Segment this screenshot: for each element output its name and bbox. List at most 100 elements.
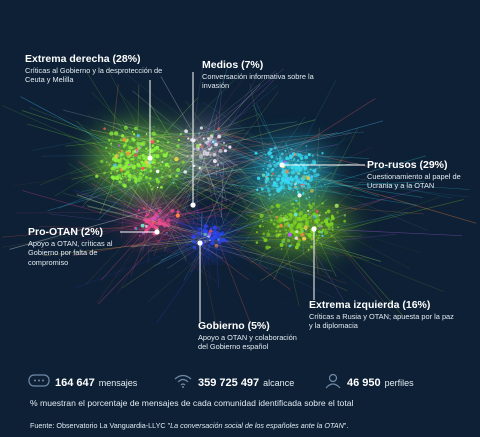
node-extrema-derecha: [152, 156, 155, 159]
node-pro-rusos: [306, 176, 310, 180]
node-extrema-izquierda: [326, 209, 331, 214]
node-extrema-derecha: [172, 181, 175, 184]
node-extrema-izquierda: [303, 213, 308, 218]
callout-description: Críticas a Rusia y OTAN; apuesta por la …: [309, 312, 454, 331]
node-extrema-derecha: [165, 152, 169, 156]
node-gobierno: [218, 228, 220, 230]
node-gobierno: [214, 243, 219, 248]
node-extrema-derecha: [153, 126, 155, 128]
node-pro-rusos: [283, 186, 285, 189]
network-edge: [62, 192, 132, 212]
node-pro-rusos: [272, 194, 275, 196]
node-extrema-derecha: [139, 172, 143, 176]
node-pro-rusos: [265, 176, 268, 178]
network-edge: [212, 131, 365, 142]
node-extrema-derecha: [155, 154, 160, 159]
node-pro-rusos: [267, 151, 272, 156]
node-pro-otan: [144, 214, 147, 217]
stat-value: 46 950: [347, 377, 381, 389]
node-extrema-izquierda: [315, 209, 319, 213]
network-edge: [171, 225, 188, 261]
node-extrema-izquierda: [330, 235, 333, 237]
node-extrema-izquierda: [292, 209, 297, 214]
callout-title: Pro-OTAN (2%): [28, 226, 104, 238]
node-extrema-derecha: [168, 174, 172, 179]
network-edge: [168, 228, 215, 263]
node-pro-rusos: [314, 168, 317, 171]
node-extrema-izquierda: [261, 220, 264, 223]
node-pro-otan: [135, 215, 138, 218]
node-pro-otan: [160, 221, 165, 226]
node-extrema-izquierda: [294, 215, 299, 220]
node-pro-rusos: [318, 165, 321, 168]
network-edge: [219, 244, 251, 324]
node-extrema-izquierda: [273, 219, 276, 221]
callout-pro-rusos: Pro-rusos (29%) Cuestionamiento al papel…: [367, 159, 462, 191]
node-pro-rusos: [270, 155, 274, 159]
network-edge: [74, 237, 209, 289]
node-extrema-izquierda: [320, 221, 323, 224]
node-pro-rusos: [311, 154, 314, 157]
node-extrema-derecha: [134, 126, 138, 131]
node-medios: [197, 147, 200, 150]
node-extrema-derecha: [181, 160, 185, 164]
node-extrema-izquierda: [323, 230, 329, 235]
node-extrema-izquierda: [259, 213, 264, 218]
node-gobierno: [222, 238, 226, 243]
node-extrema-izquierda: [293, 225, 295, 228]
node-extrema-izquierda: [280, 248, 283, 250]
network-edge: [182, 171, 271, 212]
node-extrema-derecha: [100, 159, 104, 164]
node-extrema-izquierda: [305, 218, 307, 220]
node-extrema-derecha: [117, 163, 123, 168]
leader-marker-pro-rusos: [279, 162, 285, 168]
node-extrema-derecha: [153, 149, 156, 152]
node-extrema-izquierda: [286, 238, 291, 243]
node-gobierno: [225, 239, 228, 242]
node-pro-rusos: [278, 157, 282, 161]
node-extrema-derecha: [138, 148, 140, 150]
node-medios: [186, 155, 189, 158]
node-extrema-izquierda: [266, 232, 271, 237]
node-pro-rusos: [271, 172, 275, 176]
node-extrema-izquierda: [296, 223, 302, 229]
node-pro-rusos: [272, 160, 276, 164]
node-extrema-izquierda: [263, 238, 268, 243]
node-extrema-izquierda: [298, 205, 301, 207]
network-edge: [171, 207, 265, 223]
node-gobierno: [203, 224, 209, 229]
node-extrema-izquierda: [279, 218, 284, 222]
node-extrema-derecha: [108, 164, 111, 166]
network-edge: [207, 237, 347, 284]
node-extrema-derecha: [116, 169, 119, 173]
node-extrema-derecha: [132, 174, 136, 179]
stats-row: 164 647 mensajes 359 725 497 alcance: [28, 373, 468, 394]
node-extrema-derecha: [117, 151, 121, 154]
node-extrema-izquierda: [299, 227, 304, 232]
node-extrema-derecha: [154, 168, 157, 170]
node-extrema-derecha: [176, 168, 181, 172]
node-pro-rusos: [305, 197, 308, 200]
node-extrema-izquierda: [302, 236, 307, 241]
callout-description: Apoyo a OTAN y colaboración del Gobierno…: [198, 333, 297, 352]
network-edge: [141, 230, 218, 283]
node-pro-rusos: [261, 173, 266, 177]
node-pro-rusos: [281, 171, 284, 174]
node-extrema-derecha: [161, 175, 164, 179]
node-extrema-derecha: [151, 161, 155, 165]
node-pro-rusos: [303, 168, 306, 171]
node-extrema-izquierda: [330, 216, 335, 221]
node-medios: [221, 146, 225, 150]
node-pro-rusos: [289, 176, 292, 180]
node-extrema-izquierda: [286, 213, 290, 216]
node-extrema-izquierda: [312, 214, 317, 219]
node-extrema-izquierda: [255, 241, 259, 244]
node-extrema-izquierda: [288, 217, 292, 221]
node-extrema-derecha: [141, 153, 145, 158]
chat-bubble-icon: [28, 373, 50, 394]
node-extrema-izquierda: [285, 228, 288, 232]
node-extrema-derecha: [152, 166, 156, 169]
node-gobierno: [212, 237, 216, 241]
node-extrema-derecha: [126, 138, 129, 142]
node-extrema-derecha: [179, 132, 182, 136]
